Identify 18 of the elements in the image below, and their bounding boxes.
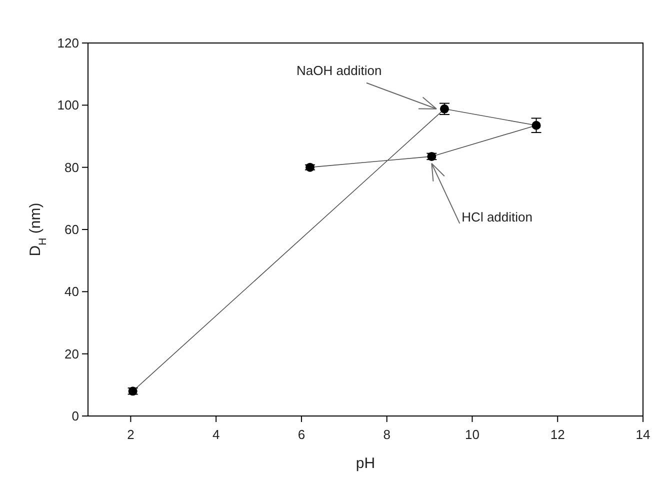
y-tick-label: 80 [64, 160, 79, 175]
y-tick-label: 100 [57, 98, 79, 113]
x-tick-label: 4 [212, 427, 220, 442]
x-tick-label: 12 [550, 427, 565, 442]
y-tick-label: 0 [72, 408, 79, 424]
x-tick-label: 2 [127, 427, 134, 442]
x-axis-title: pH [356, 455, 376, 472]
y-tick-label: 120 [57, 36, 79, 50]
annotation: NaOH addition [296, 62, 382, 78]
x-tick-label: 6 [298, 427, 306, 442]
x-tick-label: 8 [383, 427, 390, 442]
x-tick-label: 14 [636, 427, 650, 442]
annotation: HCl addition [462, 209, 532, 224]
y-tick-label: 60 [64, 222, 79, 237]
y-tick-label: 40 [64, 284, 79, 300]
point [532, 120, 541, 130]
y-tick-label: 20 [64, 346, 79, 362]
x-tick-label: 10 [464, 427, 480, 442]
